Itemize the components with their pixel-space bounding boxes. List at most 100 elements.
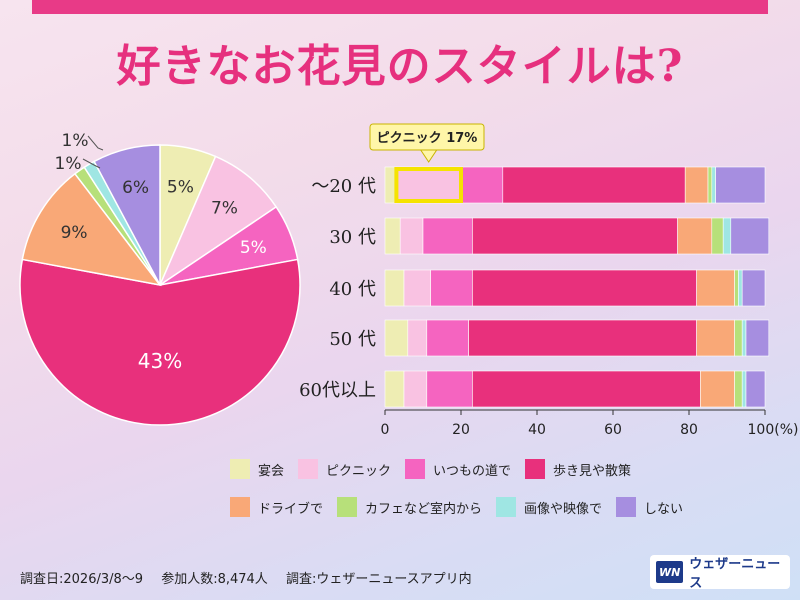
bar-segment-4-0 <box>384 370 405 408</box>
survey-date: 調査日:2026/3/8〜9 <box>20 572 144 587</box>
legend-swatch <box>230 497 250 517</box>
bar-segment-2-3 <box>472 269 697 307</box>
bar-segment-0-2 <box>460 166 504 204</box>
bar-segment-3-5 <box>734 319 743 357</box>
top-accent-bar <box>32 0 768 14</box>
survey-source: 調査:ウェザーニュースアプリ内 <box>285 572 472 587</box>
bar-segment-3-0 <box>384 319 409 357</box>
legend-label: いつもの道で <box>433 463 512 479</box>
bar-segment-2-5 <box>734 269 739 307</box>
legend-swatch <box>337 497 358 517</box>
bar-segment-3-1 <box>407 319 428 357</box>
bar-segment-1-0 <box>384 217 401 255</box>
pie-label-3: 43% <box>138 349 182 373</box>
legend-item-3: 歩き見や散策 <box>525 459 631 479</box>
bar-segment-0-3 <box>502 166 686 204</box>
legend-swatch <box>298 459 319 479</box>
bar-segment-0-7 <box>715 166 766 204</box>
bar-segment-0-6 <box>711 166 716 204</box>
bar-segment-2-4 <box>696 269 735 307</box>
legend-item-4: ドライブで <box>230 497 323 517</box>
bar-segment-1-7 <box>730 217 770 255</box>
legend-label: 歩き見や散策 <box>553 463 632 479</box>
annotation-pointer <box>419 149 438 163</box>
bar-segment-4-3 <box>472 370 701 408</box>
pie-label-2: 5% <box>240 238 267 258</box>
bar-segment-0-1 <box>396 166 462 204</box>
legend-swatch <box>405 459 426 479</box>
bar-segment-4-1 <box>403 370 428 408</box>
bar-segment-1-2 <box>422 217 473 255</box>
pie-slice-7 <box>93 144 161 286</box>
pie-slice-3 <box>19 258 301 426</box>
bar-segment-0-4 <box>684 166 709 204</box>
legend-row: 宴会 ピクニック いつもの道で 歩き見や散策 <box>230 458 770 480</box>
x-tick-label: 40 <box>528 422 546 438</box>
pie-label-6: 1% <box>55 154 82 174</box>
annotation-highlight <box>394 167 463 203</box>
pie-leader-line <box>87 135 104 151</box>
legend-label: カフェなど室内から <box>365 501 483 517</box>
bar-segment-2-6 <box>738 269 743 307</box>
bar-segment-4-6 <box>741 370 747 408</box>
bar-segment-2-7 <box>741 269 766 307</box>
bar-segment-3-7 <box>745 319 770 357</box>
bar-segment-4-5 <box>734 370 743 408</box>
legend-label: ピクニック <box>326 463 392 479</box>
participants: 参加人数:8,474人 <box>161 572 268 587</box>
legend-label: 宴会 <box>258 463 285 479</box>
legend-label: しない <box>644 501 684 517</box>
x-tick-label: 100(%) <box>748 422 799 438</box>
brand-logo-icon: WN <box>656 561 684 583</box>
legend-label: 画像や映像で <box>524 501 603 517</box>
brand-name: ウェザーニュース <box>689 557 781 591</box>
x-tick-label: 20 <box>452 422 470 438</box>
pie-label-1: 7% <box>211 198 238 218</box>
bar-category-label: 60代以上 <box>299 380 376 401</box>
bar-segment-2-0 <box>384 269 405 307</box>
legend-item-2: いつもの道で <box>405 459 511 479</box>
bar-category-label: 30 代 <box>329 227 376 248</box>
pie-label-4: 9% <box>61 223 88 243</box>
pie-slice-1 <box>158 155 278 288</box>
pie-label-5: 1% <box>62 131 89 151</box>
bar-segment-4-4 <box>700 370 735 408</box>
bar-segment-2-1 <box>403 269 431 307</box>
bar-segment-3-4 <box>696 319 735 357</box>
legend-swatch <box>496 497 517 517</box>
bar-segment-3-3 <box>468 319 697 357</box>
legend-swatch <box>230 459 250 479</box>
x-tick-label: 60 <box>604 422 622 438</box>
pie-label-0: 5% <box>167 177 194 197</box>
bar-segment-1-1 <box>399 217 424 255</box>
bar-segment-1-5 <box>711 217 724 255</box>
bar-category-label: 40 代 <box>329 279 376 300</box>
pie-leader-line <box>82 158 101 169</box>
bar-segment-4-7 <box>745 370 766 408</box>
bar-category-label: 〜20 代 <box>311 176 376 197</box>
annotation-text: ピクニック 17% <box>377 131 478 146</box>
bar-segment-1-3 <box>472 217 678 255</box>
pie-slice-4 <box>21 172 162 287</box>
legend-item-1: ピクニック <box>298 459 391 479</box>
page-title: 好きなお花見のスタイルは? <box>116 41 684 92</box>
brand-badge: WN ウェザーニュース <box>650 555 790 591</box>
legend-swatch <box>525 459 546 479</box>
legend-label: ドライブで <box>258 501 324 517</box>
footer: 調査日:2026/3/8〜9 参加人数:8,474人 調査:ウェザーニュースアプ… <box>20 568 486 587</box>
bar-segment-3-6 <box>741 319 747 357</box>
bar-segment-0-5 <box>707 166 713 204</box>
bar-segment-2-2 <box>430 269 473 307</box>
legend-row: ドライブで カフェなど室内から 画像や映像で しない <box>230 496 770 518</box>
bar-segment-1-6 <box>722 217 732 255</box>
legend-item-0: 宴会 <box>230 459 284 479</box>
legend: 宴会 ピクニック いつもの道で 歩き見や散策 ドライブで カフェなど室内から 画… <box>230 458 770 534</box>
legend-item-5: カフェなど室内から <box>337 497 482 517</box>
bar-category-label: 50 代 <box>329 329 376 350</box>
bar-segment-3-2 <box>426 319 469 357</box>
legend-item-7: しない <box>616 497 683 517</box>
bar-segment-1-4 <box>677 217 713 255</box>
bar-segment-4-2 <box>426 370 473 408</box>
x-tick-label: 0 <box>381 422 390 438</box>
